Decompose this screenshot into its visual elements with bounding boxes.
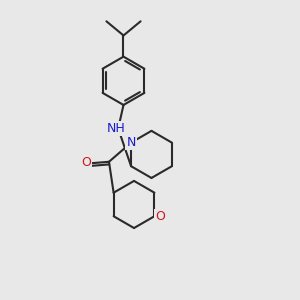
Text: O: O <box>155 210 165 223</box>
Text: NH: NH <box>106 122 125 135</box>
Text: O: O <box>81 156 91 169</box>
Text: N: N <box>126 136 136 149</box>
